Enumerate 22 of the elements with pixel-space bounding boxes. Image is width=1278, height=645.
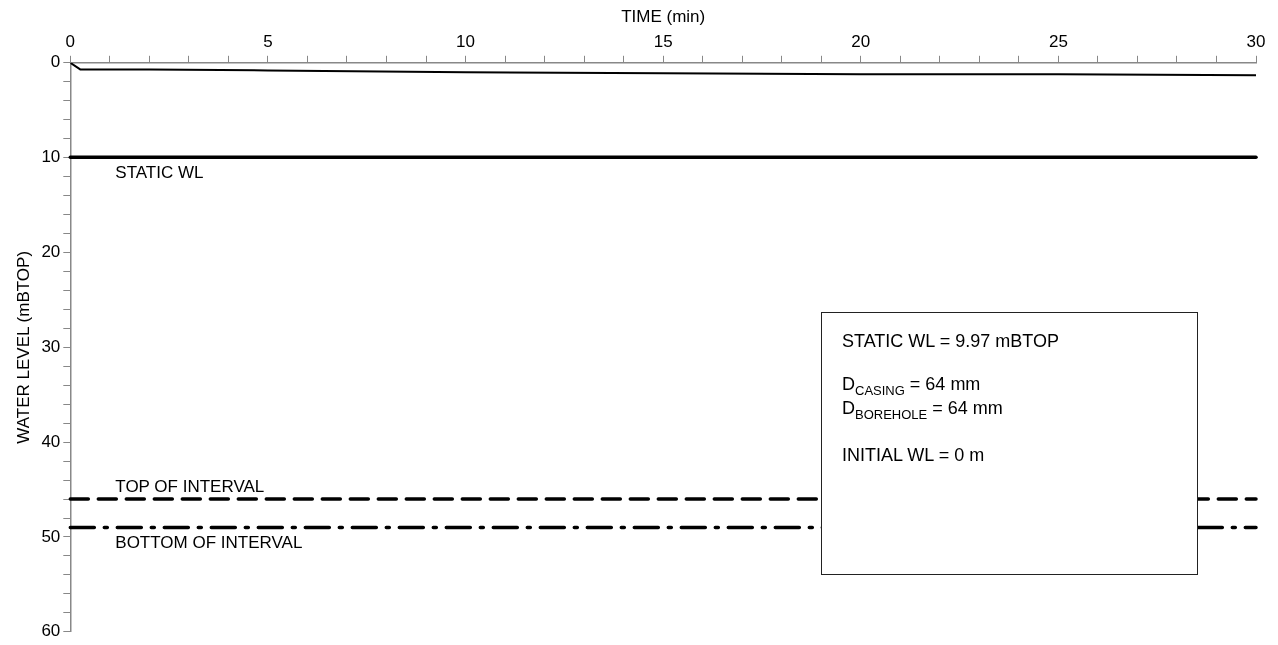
y-tick-label: 20 xyxy=(41,242,61,262)
annotation: INITIAL WL = 0 m xyxy=(842,444,986,466)
x-tick-label: 0 xyxy=(65,32,76,52)
y-axis-title: WATER LEVEL (mBTOP) xyxy=(13,250,33,444)
y-tick-label: 30 xyxy=(41,336,61,356)
text-box: STATIC WL = 9.97 mBTOP D$_{CASING}$ = 64 mm D$_{BOREHOLE}$ = 64 mm INITIAL WL = 0 m xyxy=(821,312,1198,575)
x-tick-label: 25 xyxy=(1048,32,1068,52)
annotation: STATIC WL = 9.97 mBTOP xyxy=(842,331,1060,352)
x-axis-title: TIME (min) xyxy=(621,6,706,26)
x-tick-label: 10 xyxy=(456,32,475,52)
y-tick-label: 10 xyxy=(41,147,61,167)
y-tick-label: 0 xyxy=(50,52,61,72)
x-tick-label: 5 xyxy=(263,32,273,52)
x-tick-label: 30 xyxy=(1246,32,1266,52)
y-tick-label: 60 xyxy=(41,621,61,641)
y-tick-label: 40 xyxy=(41,431,61,451)
ref-line-label: BOTTOM OF INTERVAL xyxy=(115,532,303,552)
ref-line-label: STATIC WL xyxy=(115,162,204,182)
x-tick-label: 15 xyxy=(653,32,673,52)
y-tick-label: 50 xyxy=(41,526,61,546)
ref-line-label: TOP OF INTERVAL xyxy=(115,477,265,497)
x-tick-label: 20 xyxy=(851,32,871,52)
